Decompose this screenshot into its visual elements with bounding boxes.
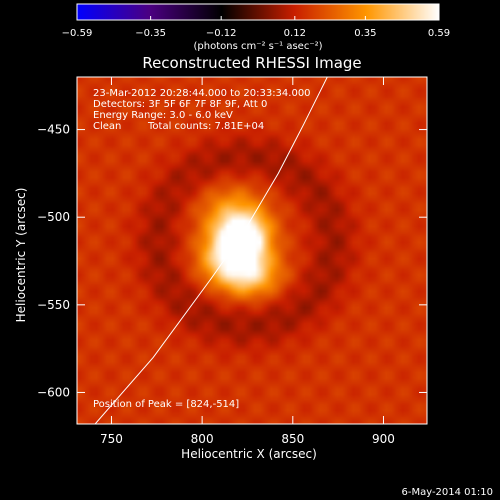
info-time-range: 23-Mar-2012 20:28:44.000 to 20:33:34.000 xyxy=(93,88,311,99)
heatmap-image xyxy=(77,77,427,424)
plot-area xyxy=(77,77,427,424)
y-tick-label: −500 xyxy=(37,210,70,224)
colorbar-tick-label: −0.12 xyxy=(206,28,237,39)
x-axis-label: Heliocentric X (arcsec) xyxy=(181,447,317,461)
axis-ticks: 750 800 850 900 −450 −500 −550 −600 xyxy=(37,77,427,446)
colorbar-units: (photons cm⁻² s⁻¹ asec⁻²) xyxy=(193,41,322,52)
solar-limb-line xyxy=(94,77,328,424)
colorbar-tick-label: 0.59 xyxy=(428,28,450,39)
colorbar xyxy=(76,3,440,21)
colorbar-tick-label: −0.35 xyxy=(135,28,166,39)
info-energy-range: Energy Range: 3.0 - 6.0 keV xyxy=(93,110,233,121)
info-total-counts: Total counts: 7.81E+04 xyxy=(147,121,264,132)
plot-frame xyxy=(76,76,428,425)
chart-title: Reconstructed RHESSI Image xyxy=(142,54,361,72)
colorbar-ticks: −0.59 −0.35 −0.12 0.12 0.35 0.59 xyxy=(62,16,450,39)
info-block: 23-Mar-2012 20:28:44.000 to 20:33:34.000… xyxy=(93,88,311,132)
y-tick-label: −550 xyxy=(37,298,70,312)
y-tick-label: −600 xyxy=(37,385,70,399)
x-tick-label: 750 xyxy=(100,432,123,446)
x-tick-label: 900 xyxy=(372,432,395,446)
colorbar-tick-label: 0.12 xyxy=(284,28,306,39)
info-detectors: Detectors: 3F 5F 6F 7F 8F 9F, Att 0 xyxy=(93,99,267,110)
colorbar-tick-label: 0.35 xyxy=(354,28,376,39)
x-tick-label: 800 xyxy=(191,432,214,446)
peak-position-label: Position of Peak = [824,-514] xyxy=(93,399,239,410)
y-tick-label: −450 xyxy=(37,123,70,137)
colorbar-tick-label: −0.59 xyxy=(62,28,93,39)
y-axis-label: Heliocentric Y (arcsec) xyxy=(14,188,28,323)
info-method: Clean xyxy=(93,121,121,132)
x-tick-label: 850 xyxy=(281,432,304,446)
footer-date: 6-May-2014 01:10 xyxy=(401,487,493,498)
